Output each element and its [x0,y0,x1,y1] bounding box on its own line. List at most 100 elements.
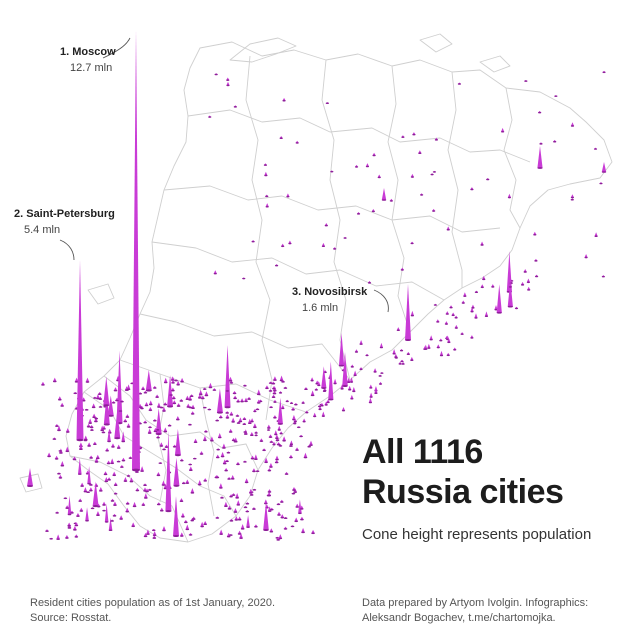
city-cone [65,534,69,539]
city-cone-base [303,456,308,459]
city-cone [189,466,193,471]
city-cone [144,493,148,498]
city-cone-base [444,323,449,325]
city-cone [340,384,344,389]
city-cone-base [255,470,260,473]
city-cone [471,304,475,308]
city-cone-base [243,506,248,509]
city-cone [67,495,72,515]
city-cone-base [429,338,433,341]
city-cone-base [180,380,184,383]
city-cone-base [74,536,79,538]
city-cone-base [392,352,396,355]
city-cone [171,395,176,399]
city-cone-base [55,512,59,514]
city-cone-base [296,426,301,429]
city-cone-base [220,455,225,458]
city-cone-base [342,385,348,387]
city-cone-base [234,519,239,521]
city-cone [374,388,378,394]
city-cone [203,478,208,481]
city-cone-base [410,176,414,178]
subtitle: Cone height represents population [362,526,592,543]
city-cone [104,477,109,482]
city-cone-base [275,439,280,442]
city-cone-base [176,383,180,386]
city-cone-base [593,148,598,150]
city-cone [333,378,337,384]
city-cone-base [570,198,574,201]
city-cone [83,487,88,492]
city-cone [81,397,86,401]
city-cone [174,429,181,456]
city-cone-base [401,363,405,365]
city-cone-base [264,502,268,505]
city-cone-base [97,393,102,396]
city-cone-base [233,511,238,513]
city-cone [501,127,505,132]
city-cone [309,440,313,446]
city-cone-base [128,457,133,459]
city-cone-base [190,519,195,522]
city-cone [172,400,177,404]
city-cone-base [189,395,194,397]
city-cone [246,515,250,528]
city-cone-base [110,520,114,522]
city-cone-base [59,452,63,454]
city-cone [282,436,286,441]
city-cone-base [145,389,152,392]
city-cone-base [533,233,537,236]
city-cone-base [350,366,354,368]
city-cone-base [269,466,273,468]
city-cone-base [228,380,233,382]
city-cone [85,507,89,521]
city-cone-base [520,284,525,286]
city-cone-base [217,436,222,439]
city-cone-base [83,490,88,493]
city-cone-base [244,400,248,403]
city-cone-base [148,426,152,429]
city-cone-base [359,368,363,371]
city-cone-base [113,389,118,392]
city-cone-base [218,416,223,419]
city-cone-base [291,492,296,495]
city-cone-base [323,389,327,392]
spb-leader [59,239,75,261]
city-cone [295,503,300,508]
city-cone-base [252,470,256,473]
city-cone-base [570,196,575,199]
city-cone-base [321,415,325,417]
city-cone-base [60,464,65,467]
city-cone-base [251,240,255,243]
city-cone [507,280,513,307]
city-cone-base [164,446,169,448]
city-cone-base [250,420,254,423]
city-cone-base [188,406,193,409]
city-cone-base [277,514,281,516]
callout-moscow-name: 1. Moscow [60,46,116,58]
city-cone-base [116,460,121,463]
city-cone-base [250,457,255,460]
city-cone [424,344,428,350]
city-cone-base [470,310,474,313]
city-cone-base [230,478,235,480]
city-cone-base [321,245,326,248]
kaliningrad-exclave [19,473,43,493]
city-cone [76,513,80,517]
city-cone-base [145,490,149,493]
city-cone-base [173,534,179,538]
city-cone [369,392,373,398]
city-cone-base [129,480,134,483]
city-cone-base [227,508,232,510]
city-cone-base [324,224,328,227]
city-cone-base [113,504,117,506]
city-cone-base [244,481,249,484]
city-cone [470,335,474,338]
city-cone-base [157,406,161,408]
city-cone-base [185,398,190,401]
city-cone-base [418,152,422,154]
city-cone-base [65,450,70,453]
city-cone [74,522,79,526]
city-cone [277,397,283,424]
city-cone-base [424,348,428,350]
